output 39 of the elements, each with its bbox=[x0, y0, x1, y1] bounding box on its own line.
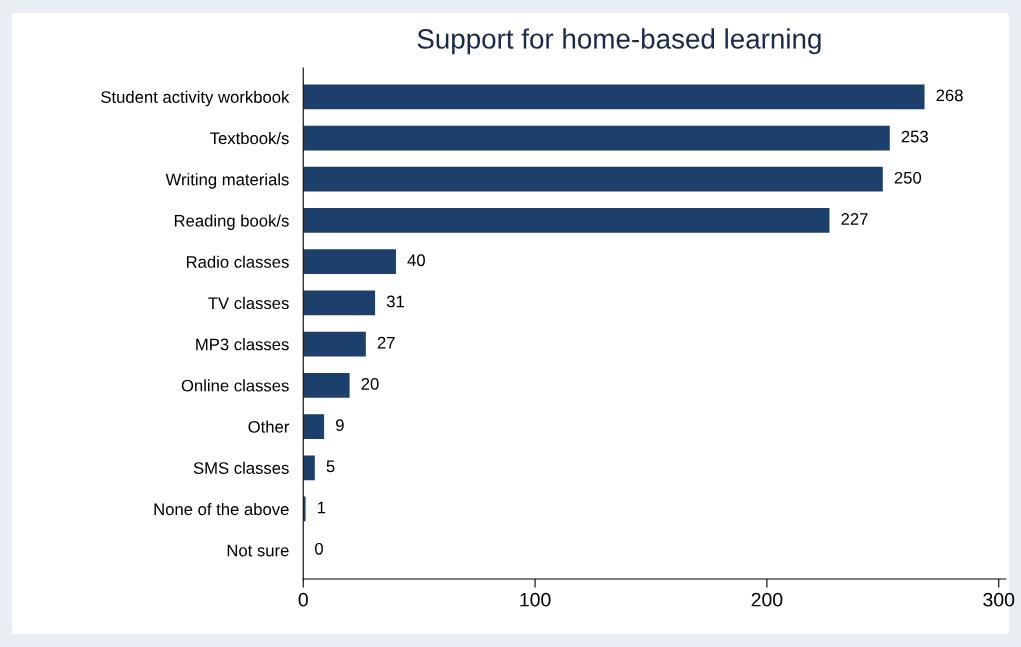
data-label: 20 bbox=[361, 378, 379, 390]
y-tick-label: Writing materials bbox=[165, 173, 289, 189]
data-label: 31 bbox=[386, 295, 404, 308]
bar bbox=[303, 290, 376, 316]
y-tick-label: Online classes bbox=[181, 379, 289, 392]
y-tick-label: MP3 classes bbox=[196, 338, 289, 351]
bar bbox=[303, 208, 830, 233]
bar bbox=[303, 249, 396, 275]
data-label: 1 bbox=[317, 501, 326, 514]
data-label: 27 bbox=[377, 336, 395, 349]
data-label: 268 bbox=[936, 89, 963, 102]
y-tick-label: TV classes bbox=[208, 296, 289, 310]
bar bbox=[303, 414, 325, 439]
x-tick-label: 0 bbox=[298, 592, 308, 607]
y-tick-label: Radio classes bbox=[186, 255, 289, 268]
x-tick-label: 100 bbox=[520, 592, 551, 607]
bar bbox=[303, 372, 350, 398]
bar bbox=[303, 455, 315, 481]
data-label: 253 bbox=[901, 130, 928, 143]
data-label: 227 bbox=[841, 213, 868, 225]
x-tick-label: 300 bbox=[983, 592, 1015, 607]
data-label: 0 bbox=[315, 542, 323, 555]
y-tick-label: Student activity workbook bbox=[101, 90, 290, 107]
y-tick-label: Reading book/s bbox=[174, 214, 289, 230]
data-label: 5 bbox=[326, 460, 335, 473]
data-label: 40 bbox=[407, 254, 425, 267]
y-tick-label: None of the above bbox=[154, 502, 289, 516]
bar bbox=[303, 84, 925, 110]
bar bbox=[303, 125, 890, 151]
data-label: 9 bbox=[335, 419, 344, 432]
chart-title: Support for home-based learning bbox=[417, 28, 821, 55]
x-tick-label: 200 bbox=[751, 592, 783, 607]
bar bbox=[303, 331, 366, 357]
y-tick-label: SMS classes bbox=[193, 461, 289, 474]
y-tick-label: Other bbox=[248, 420, 290, 433]
bar bbox=[303, 166, 883, 192]
y-tick-label: Not sure bbox=[227, 544, 289, 557]
y-tick-label: Textbook/s bbox=[210, 131, 289, 145]
data-label: 250 bbox=[894, 171, 922, 184]
